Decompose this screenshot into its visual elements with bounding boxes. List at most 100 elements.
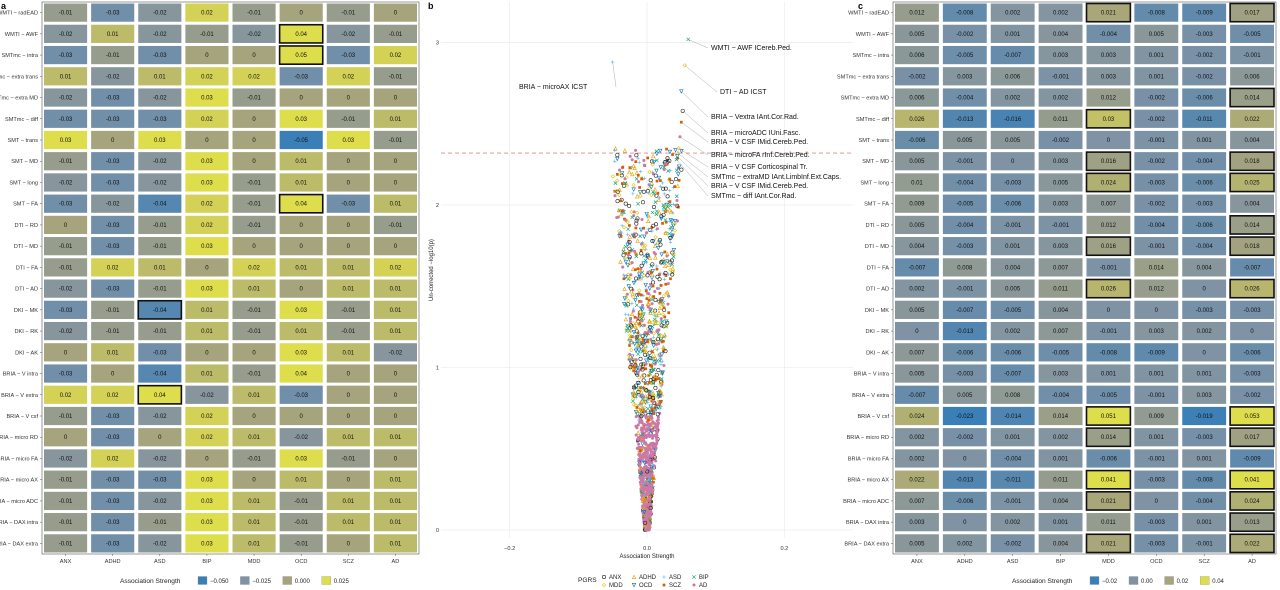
data-point xyxy=(651,335,656,340)
cell-value-label: 0 xyxy=(111,372,115,378)
data-point xyxy=(640,409,643,413)
cell-value-label: -0.03 xyxy=(294,74,308,80)
cell-value-label: -0.03 xyxy=(106,223,120,229)
heatmap-cell xyxy=(1182,406,1227,426)
heatmap-cell xyxy=(1038,173,1083,192)
data-point xyxy=(640,349,645,354)
data-point xyxy=(618,259,623,264)
data-point xyxy=(660,370,665,375)
data-point xyxy=(645,231,649,235)
data-point xyxy=(637,409,643,414)
data-point xyxy=(637,337,642,342)
row-label: SMTmc − extra trans xyxy=(837,74,889,80)
data-point xyxy=(650,297,654,302)
data-point xyxy=(650,390,656,396)
heatmap-cell-significant xyxy=(1229,278,1275,299)
heatmap-cell xyxy=(91,258,135,277)
heatmap-cell xyxy=(895,152,939,171)
data-point xyxy=(664,291,669,296)
data-point xyxy=(631,385,636,390)
data-point xyxy=(651,204,656,209)
data-point xyxy=(661,324,666,329)
data-point xyxy=(623,297,628,301)
data-point xyxy=(649,180,655,185)
heatmap-cell-significant xyxy=(1085,236,1132,257)
y-tick-label: 0 xyxy=(436,528,439,534)
data-point xyxy=(655,431,659,435)
cell-value-label: 0 xyxy=(915,329,919,335)
data-point xyxy=(676,172,681,177)
cell-value-label: -0.002 xyxy=(1148,159,1166,165)
cell-value-label: -0.01 xyxy=(59,478,73,484)
legend-swatch xyxy=(1089,576,1100,585)
heatmap-cell xyxy=(942,152,987,171)
data-point xyxy=(630,335,633,338)
cell-value-label: -0.01 xyxy=(247,329,261,335)
data-point xyxy=(645,254,650,259)
data-point xyxy=(646,515,650,519)
cell-value-label: 0.01 xyxy=(390,478,402,484)
heatmap-cell xyxy=(185,385,229,404)
heatmap-cell xyxy=(373,3,417,22)
data-point xyxy=(661,222,664,225)
cell-value-label: 0 xyxy=(300,414,304,420)
cell-value-label: 0.04 xyxy=(154,393,166,399)
heatmap-cell xyxy=(1134,364,1179,383)
cell-value-label: -0.009 xyxy=(1148,350,1166,356)
cell-value-label: 0 xyxy=(111,138,115,144)
label-leader-line xyxy=(676,159,709,197)
data-point xyxy=(623,316,629,322)
data-point xyxy=(633,325,638,331)
data-point xyxy=(638,193,643,199)
data-point xyxy=(640,200,645,205)
data-point xyxy=(667,227,672,231)
cell-value-label: 0.014 xyxy=(1245,223,1261,229)
heatmap-cell xyxy=(232,470,276,489)
cell-value-label: 0.003 xyxy=(1053,372,1069,378)
data-point xyxy=(657,305,663,311)
column-label: ANX xyxy=(911,559,923,565)
heatmap-cell-significant xyxy=(1085,491,1132,511)
cell-value-label: 0.024 xyxy=(1101,180,1117,186)
data-point xyxy=(641,496,646,501)
data-point xyxy=(635,216,640,221)
heatmap-cell xyxy=(185,428,229,447)
data-point xyxy=(642,482,646,486)
data-point xyxy=(658,298,662,302)
row-label: BRIA − V extra xyxy=(852,393,890,399)
data-point xyxy=(642,525,647,530)
heatmap-cell xyxy=(1134,470,1179,489)
heatmap-cell xyxy=(232,194,276,213)
data-point xyxy=(625,232,630,237)
data-point xyxy=(646,390,651,395)
heatmap-cell xyxy=(1038,491,1083,511)
cell-value-label: -0.01 xyxy=(294,499,308,505)
data-point xyxy=(668,168,672,173)
cell-value-label: -0.003 xyxy=(1148,180,1166,186)
heatmap-cell xyxy=(138,24,182,43)
label-leader-line xyxy=(612,62,617,88)
data-point xyxy=(646,471,650,475)
cell-value-label: 0.01 xyxy=(248,435,260,441)
heatmap-cell xyxy=(990,470,1035,489)
data-point xyxy=(664,202,670,208)
heatmap-cell-significant xyxy=(1085,406,1132,426)
heatmap-cell xyxy=(1182,428,1227,447)
row-label: BRIA − V intra xyxy=(3,372,39,378)
data-point xyxy=(661,257,666,262)
heatmap-cell xyxy=(1038,321,1083,341)
heatmap-cell xyxy=(1086,194,1131,213)
data-point xyxy=(631,280,637,286)
data-point xyxy=(650,444,654,448)
data-point xyxy=(668,267,673,272)
heatmap-cell-significant xyxy=(1229,172,1275,193)
heatmap-cell xyxy=(895,215,939,235)
row-label: BRIA − micro AX xyxy=(847,478,889,484)
data-point xyxy=(650,407,654,411)
cell-value-label: 0.01 xyxy=(295,265,307,271)
cell-value-label: 0 xyxy=(252,478,256,484)
data-point xyxy=(643,258,648,263)
row-label: BRIA − micro FA xyxy=(848,456,889,462)
cell-value-label: -0.01 xyxy=(59,520,73,526)
cell-value-label: 0.002 xyxy=(957,541,973,547)
